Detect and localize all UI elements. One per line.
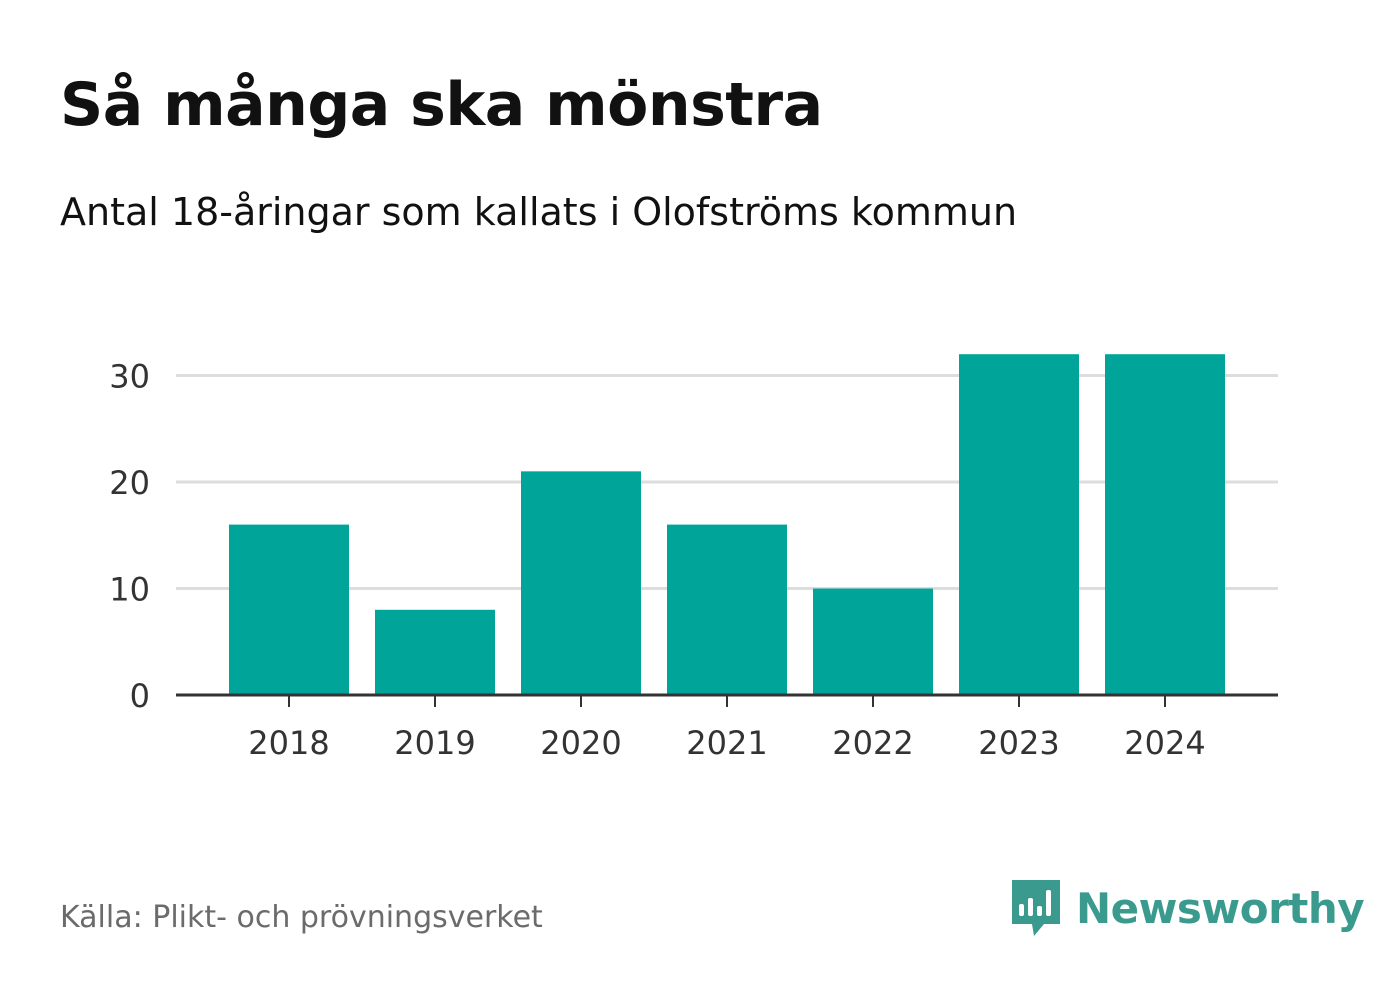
chart-title: Så många ska mönstra [60,70,823,140]
y-axis-ticks: 0 10 20 30 [109,358,150,716]
bar-2020 [521,471,641,695]
x-tick-label: 2021 [686,724,767,762]
source-note: Källa: Plikt- och prövningsverket [60,900,543,935]
y-tick-label: 30 [109,358,150,396]
x-tick-label: 2022 [832,724,913,762]
x-tick-label: 2018 [248,724,329,762]
bar-2019 [375,609,495,695]
x-tick-label: 2020 [540,724,621,762]
x-tick-label: 2024 [1124,724,1205,762]
brand-logo: Newsworthy [1010,878,1365,938]
newsworthy-logo-icon [1012,880,1060,936]
bars [229,354,1225,695]
chart-subtitle: Antal 18-åringar som kallats i Olofström… [60,190,1018,234]
x-axis-ticks: 2018 2019 2020 2021 2022 2023 2024 [248,724,1205,762]
y-tick-label: 20 [109,464,150,502]
y-tick-label: 0 [130,677,150,715]
y-tick-label: 10 [109,571,150,609]
bar-2024 [1105,354,1225,695]
bar-chart: 0 10 20 30 2018 2019 2020 2021 2022 2023 2024 [109,354,1278,762]
bar-2022 [813,588,933,695]
bar-2021 [667,524,787,695]
x-tick-label: 2019 [394,724,475,762]
bar-2018 [229,524,349,695]
brand-name: Newsworthy [1076,883,1365,933]
x-axis [176,693,1278,707]
bar-2023 [959,354,1079,695]
x-tick-label: 2023 [978,724,1059,762]
